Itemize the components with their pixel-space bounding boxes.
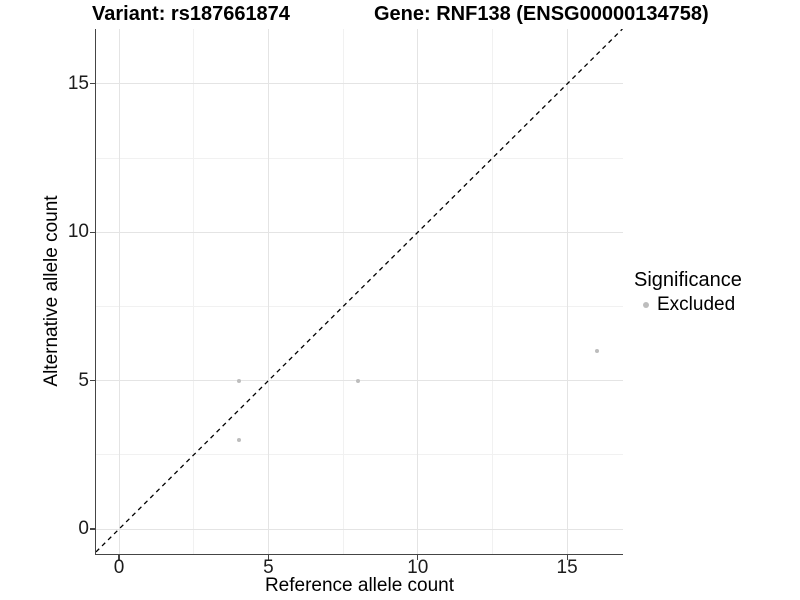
y-axis-title: Alternative allele count xyxy=(41,195,62,387)
x-axis-title: Reference allele count xyxy=(264,575,455,596)
gridline-y-major xyxy=(96,528,623,530)
gridline-x-major xyxy=(118,29,120,554)
legend-key-dot-icon xyxy=(643,302,649,308)
gridline-x-major xyxy=(267,29,269,554)
data-point xyxy=(595,349,599,353)
x-tick-label: 10 xyxy=(407,557,429,578)
y-axis-tick xyxy=(90,83,95,85)
gridline-x-minor xyxy=(193,29,195,554)
legend-title: Significance xyxy=(634,269,742,291)
plot-title-variant: Variant: rs187661874 xyxy=(92,3,290,25)
y-axis-tick xyxy=(90,380,95,382)
gridline-x-minor xyxy=(342,29,344,554)
x-tick-label: 0 xyxy=(113,557,125,578)
y-axis-tick xyxy=(90,231,95,233)
plot-panel xyxy=(96,29,623,554)
gridline-y-minor xyxy=(96,157,623,159)
gridline-y-major xyxy=(96,83,623,85)
gridline-x-major xyxy=(417,29,419,554)
legend-item-label: Excluded xyxy=(657,294,736,315)
gridline-y-minor xyxy=(96,305,623,307)
x-axis-line xyxy=(94,554,623,556)
plot-title-gene: Gene: RNF138 (ENSG00000134758) xyxy=(374,3,709,25)
x-axis-tick xyxy=(566,555,568,560)
x-tick-label: 5 xyxy=(263,557,274,578)
gridline-y-minor xyxy=(96,454,623,456)
x-tick-label: 15 xyxy=(556,557,578,578)
x-axis-tick xyxy=(267,555,269,560)
gridline-x-major xyxy=(566,29,568,554)
y-tick-label: 10 xyxy=(67,221,89,243)
data-point xyxy=(236,378,241,383)
y-axis-tick xyxy=(90,528,95,530)
data-point xyxy=(236,438,241,443)
x-axis-tick xyxy=(417,555,419,560)
legend: Significance Excluded xyxy=(634,268,742,316)
gridline-y-major xyxy=(96,231,623,233)
x-axis-tick xyxy=(118,555,120,560)
y-tick-label: 5 xyxy=(78,369,89,391)
y-axis-line xyxy=(94,29,96,556)
data-point xyxy=(356,378,360,383)
gridline-x-minor xyxy=(491,29,493,554)
identity-dashed-line xyxy=(96,29,623,553)
y-tick-label: 0 xyxy=(78,518,89,540)
legend-item-excluded: Excluded xyxy=(634,294,742,316)
y-tick-label: 15 xyxy=(67,72,89,94)
